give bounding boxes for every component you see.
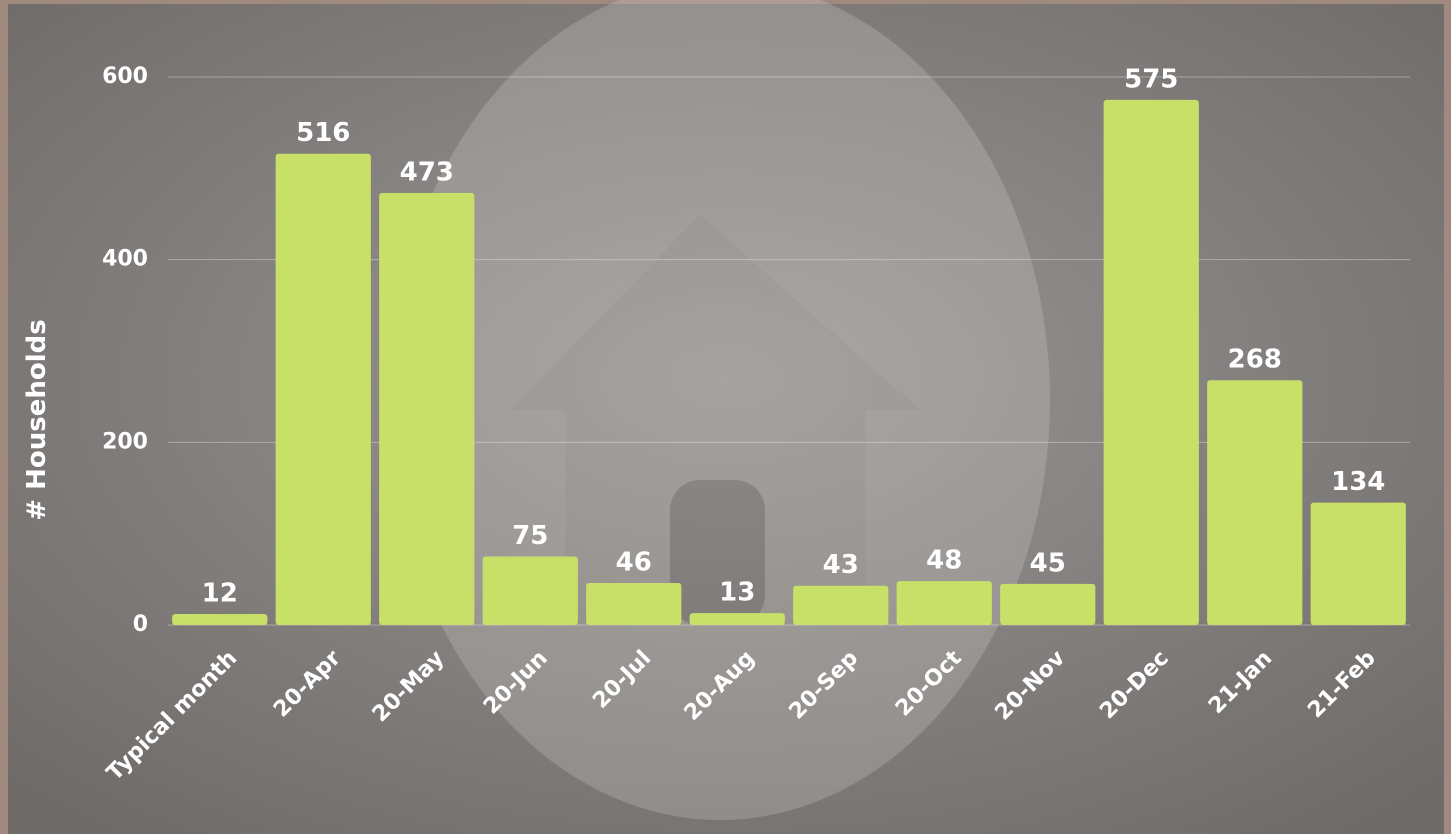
data-label: 575	[1124, 64, 1178, 94]
bar	[690, 613, 785, 625]
bar	[379, 193, 474, 625]
bar	[897, 581, 992, 625]
bar	[483, 557, 578, 626]
data-label: 13	[719, 578, 755, 608]
data-label: 12	[202, 579, 238, 609]
bar	[172, 614, 267, 625]
y-tick-label: 0	[133, 612, 148, 637]
data-label: 45	[1030, 548, 1066, 578]
data-label: 48	[926, 546, 962, 576]
data-label: 134	[1331, 467, 1385, 497]
data-label: 46	[616, 547, 652, 577]
bar	[793, 586, 888, 625]
bar	[1000, 584, 1095, 625]
bar	[276, 154, 371, 625]
data-label: 75	[512, 521, 548, 551]
page: {"chart_data": {"type": "bar", "y_label"…	[0, 0, 1451, 834]
data-label: 516	[296, 118, 350, 148]
y-axis-label: # Households	[22, 319, 52, 520]
bar	[1207, 380, 1302, 625]
data-label: 268	[1228, 345, 1282, 375]
bar	[586, 583, 681, 625]
bar	[1311, 503, 1406, 625]
y-tick-label: 200	[102, 429, 148, 454]
data-label: 473	[400, 157, 454, 187]
y-tick-label: 400	[102, 247, 148, 272]
bar	[1104, 100, 1199, 625]
y-tick-label: 600	[102, 64, 148, 89]
data-label: 43	[823, 550, 859, 580]
chart: # Households 020040060012Typical month51…	[0, 0, 1451, 834]
